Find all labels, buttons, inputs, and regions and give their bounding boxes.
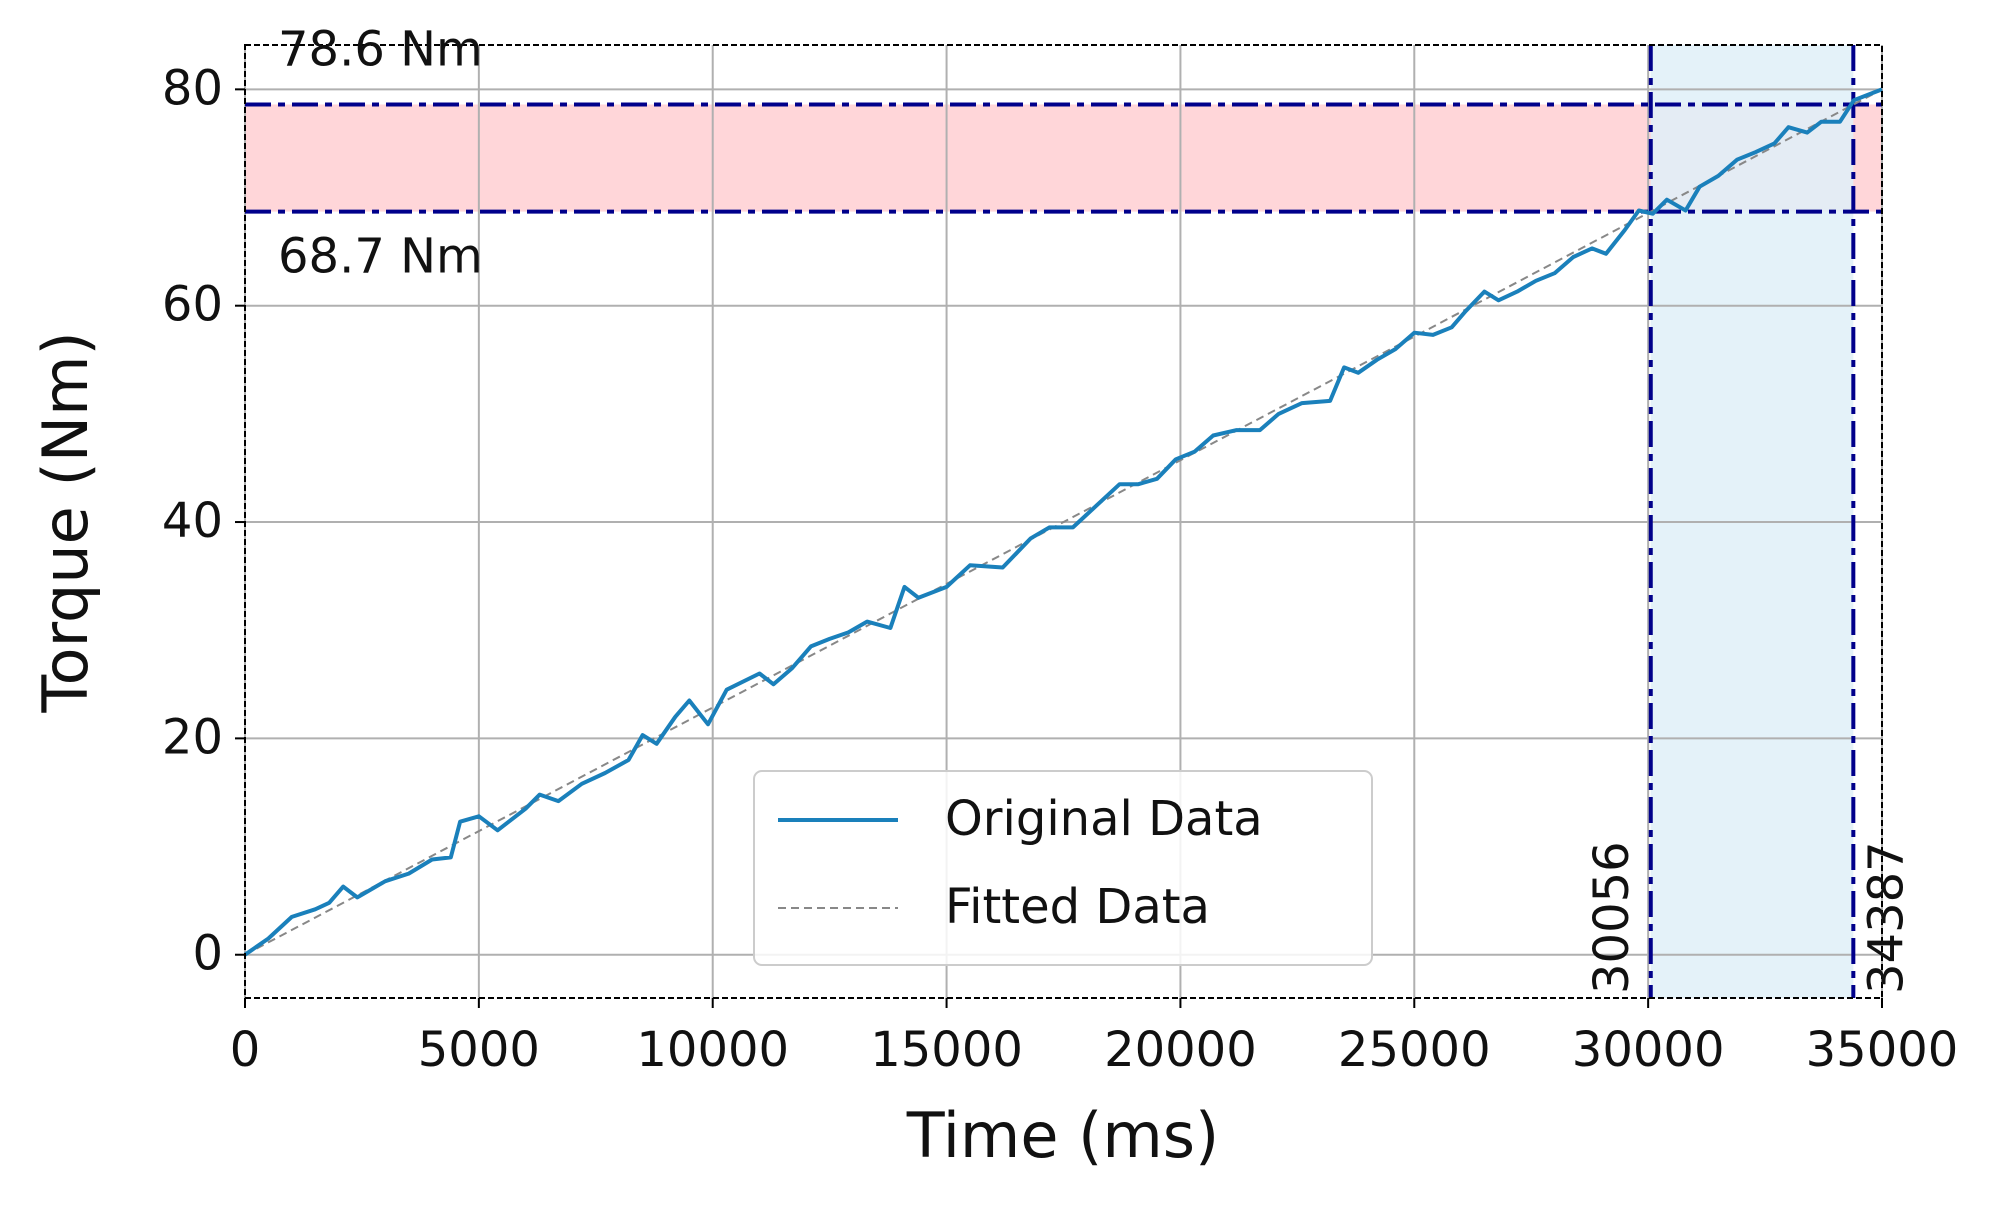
legend: Original Data Fitted Data bbox=[753, 770, 1373, 966]
x-tick-label: 5000 bbox=[418, 1022, 540, 1078]
x-tick-label: 20000 bbox=[1104, 1022, 1257, 1078]
y-tick-label: 80 bbox=[162, 60, 223, 116]
v-band-label: 34387 bbox=[1858, 841, 1914, 994]
x-tick-label: 0 bbox=[230, 1022, 261, 1078]
v-band-label: 30056 bbox=[1584, 841, 1640, 994]
y-tick-label: 20 bbox=[162, 709, 223, 765]
x-axis-label: Time (ms) bbox=[906, 1099, 1220, 1172]
x-tick-label: 35000 bbox=[1806, 1022, 1959, 1078]
series-line bbox=[244, 88, 1883, 956]
h-band bbox=[245, 104, 1882, 212]
x-tick-label: 15000 bbox=[870, 1022, 1023, 1078]
x-tick-label: 25000 bbox=[1338, 1022, 1491, 1078]
y-tick-label: 40 bbox=[162, 493, 223, 549]
x-tick-label: 30000 bbox=[1572, 1022, 1725, 1078]
legend-label: Original Data bbox=[945, 791, 1263, 847]
legend-label: Fitted Data bbox=[945, 879, 1210, 935]
y-tick-label: 60 bbox=[162, 277, 223, 333]
h-band-label: 68.7 Nm bbox=[278, 229, 483, 285]
axes-frame bbox=[244, 44, 1883, 999]
y-tick-label: 0 bbox=[192, 926, 223, 982]
series-line bbox=[243, 87, 1883, 957]
y-axis-label: Torque (Nm) bbox=[29, 331, 102, 713]
h-band-label: 78.6 Nm bbox=[278, 21, 483, 77]
x-tick-label: 10000 bbox=[636, 1022, 789, 1078]
legend-box bbox=[753, 770, 1373, 966]
